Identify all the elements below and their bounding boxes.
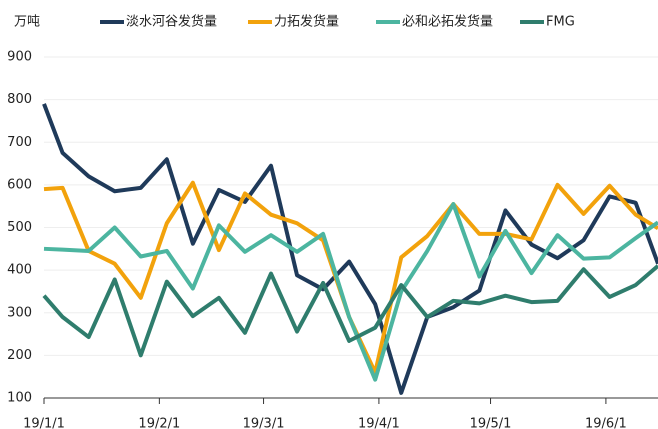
y-tick-label: 400: [7, 263, 32, 278]
legend-label: 淡水河谷发货量: [126, 14, 217, 30]
legend-label: FMG: [546, 15, 575, 30]
y-tick-label: 900: [7, 50, 32, 65]
y-tick-label: 800: [7, 92, 32, 107]
x-tick-label: 19/3/1: [243, 417, 285, 429]
y-tick-label: 100: [7, 391, 32, 406]
series-line: [42, 264, 658, 358]
series-line: [42, 103, 658, 395]
x-tick-label: 19/6/1: [585, 417, 627, 429]
legend-label: 必和必拓发货量: [402, 14, 493, 30]
x-tick-label: 19/1/1: [23, 417, 65, 429]
legend-label: 力拓发货量: [274, 14, 339, 30]
x-tick-label: 19/2/1: [138, 417, 180, 429]
y-tick-label: 500: [7, 220, 32, 235]
y-tick-label: 300: [7, 305, 32, 320]
x-tick-label: 19/4/1: [358, 417, 400, 429]
series-line: [43, 202, 658, 382]
y-tick-label: 200: [7, 348, 32, 363]
y-axis-label: 万吨: [14, 15, 40, 30]
x-tick-label: 19/5/1: [470, 417, 512, 429]
y-tick-label: 600: [7, 177, 32, 192]
y-tick-label: 700: [7, 135, 32, 150]
